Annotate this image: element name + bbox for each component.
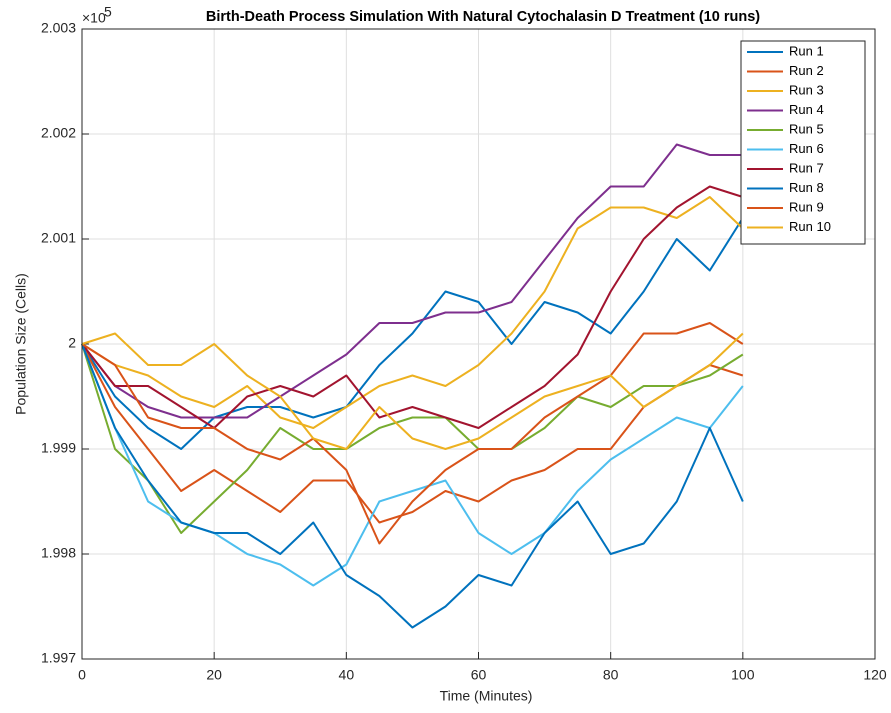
series-line	[81, 343, 744, 534]
legend-label: Run 1	[789, 43, 824, 58]
legend-label: Run 2	[789, 63, 824, 78]
y-tick-label: 2.003	[41, 20, 76, 36]
x-tick-label: 80	[603, 667, 619, 683]
x-tick-label: 40	[339, 667, 355, 683]
y-tick-label: 1.997	[41, 650, 76, 666]
y-exponent: 5	[104, 4, 112, 20]
series-line	[81, 185, 744, 429]
legend-label: Run 5	[789, 121, 824, 136]
y-tick-label: 2.002	[41, 125, 76, 141]
x-tick-label: 0	[78, 667, 86, 683]
chart-title: Birth-Death Process Simulation With Natu…	[206, 9, 760, 25]
x-axis-label: Time (Minutes)	[440, 688, 533, 704]
x-tick-label: 100	[731, 667, 755, 683]
series-line	[81, 217, 744, 450]
series-line	[81, 343, 744, 524]
legend-box	[740, 40, 866, 245]
legend-label: Run 6	[789, 141, 824, 156]
y-tick-label: 2.001	[41, 230, 76, 246]
y-tick-label: 1.999	[41, 440, 76, 456]
x-tick-label: 120	[863, 667, 887, 683]
y-tick-label: 2	[68, 335, 76, 351]
legend-label: Run 8	[789, 180, 824, 195]
series-line	[81, 143, 743, 419]
axes-frame	[81, 28, 876, 660]
series-line	[81, 196, 744, 429]
series-line	[81, 332, 744, 450]
y-tick-label: 1.998	[41, 545, 76, 561]
y-axis-label: Population Size (Cells)	[13, 273, 29, 415]
series-line	[81, 322, 744, 545]
legend-label: Run 10	[789, 219, 831, 234]
series-line	[81, 343, 744, 629]
x-tick-label: 60	[471, 667, 487, 683]
legend: Run 1 Run 2 Run 3 Run 4 Run 5 Run 6 Run 7 Run 8…	[740, 40, 866, 245]
legend-label: Run 7	[789, 160, 824, 175]
lines	[81, 143, 744, 629]
legend-label: Run 3	[789, 82, 824, 97]
y-exponent-base: ×10	[82, 10, 106, 26]
x-tick-label: 20	[206, 667, 222, 683]
legend-label: Run 9	[789, 199, 824, 214]
legend-label: Run 4	[789, 102, 824, 117]
